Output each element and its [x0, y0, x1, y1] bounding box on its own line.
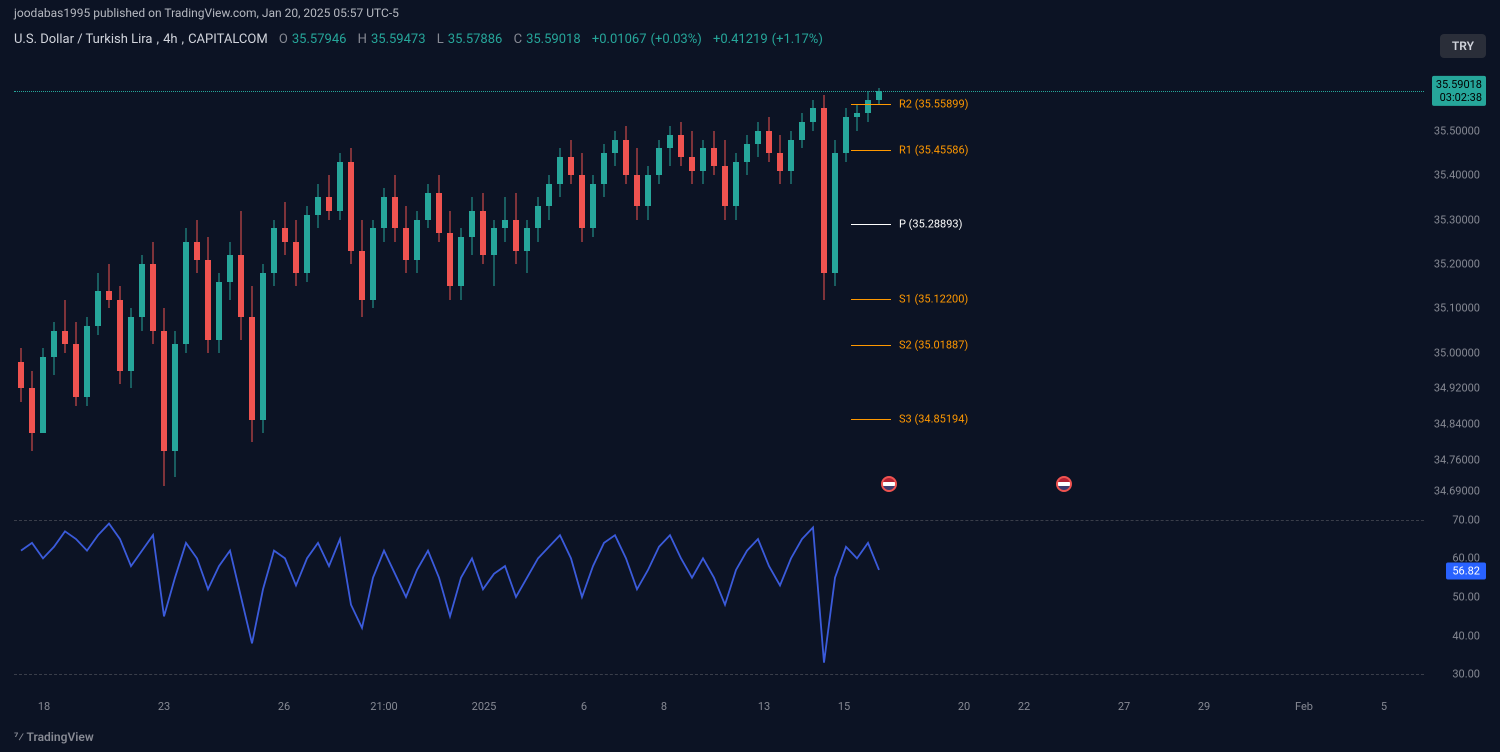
y-tick: 35.30000: [1434, 213, 1480, 226]
pub-site: TradingView.com: [164, 6, 256, 20]
rsi-tick: 40.00: [1452, 629, 1480, 642]
ohlc-chg: +0.01067: [592, 32, 647, 47]
x-tick: 15: [838, 700, 850, 713]
publisher: joodabas1995: [14, 6, 90, 20]
rsi-yaxis[interactable]: 70.0060.0050.0040.0030.0056.82: [1424, 512, 1486, 682]
event-flag-icon[interactable]: [881, 476, 897, 492]
rsi-tick: 50.00: [1452, 591, 1480, 604]
ohlc-l: 35.57886: [448, 32, 503, 47]
brand-footer: ⁷⁄ TradingView: [14, 730, 94, 744]
chart-area[interactable]: R2 (35.55899) R1 (35.45586) P (35.28893) S1…: [14, 64, 1486, 692]
y-tick: 35.50000: [1434, 124, 1480, 137]
pivot-line: [851, 104, 891, 105]
symbol-row: U.S. Dollar / Turkish Lira , 4h , CAPITA…: [0, 26, 1500, 53]
ohlc-chgpct: (+0.03%): [651, 32, 702, 47]
pivot-line: [851, 345, 891, 346]
ohlc-c: 35.59018: [526, 32, 581, 47]
pivot-label: P (35.28893): [899, 218, 962, 231]
pivot-line: [851, 299, 891, 300]
rsi-line: [14, 512, 1424, 682]
ohlc-o: 35.57946: [292, 32, 347, 47]
price-label: 35.5901803:02:38: [1432, 75, 1486, 105]
pivot-line: [851, 150, 891, 151]
countdown: 03:02:38: [1436, 91, 1482, 104]
y-tick: 34.92000: [1434, 382, 1480, 395]
rsi-tick: 30.00: [1452, 668, 1480, 681]
pub-on: published on: [93, 6, 164, 20]
x-tick: 13: [758, 700, 770, 713]
ohlc-chg2: +0.41219: [713, 32, 768, 47]
rsi-tick: 70.00: [1452, 513, 1480, 526]
time-axis[interactable]: 18 23 26 21:00 2025 6 8 13 15 20 22 27 29 Feb 5: [14, 700, 1424, 720]
x-tick: 22: [1018, 700, 1030, 713]
pivot-label: R1 (35.45586): [899, 144, 968, 157]
currency-button[interactable]: TRY: [1440, 34, 1486, 58]
price-yaxis[interactable]: 35.50000 35.40000 35.30000 35.20000 35.10000…: [1424, 64, 1486, 504]
x-tick: 8: [661, 700, 667, 713]
x-tick: 5: [1381, 700, 1387, 713]
symbol-tf: 4h: [163, 32, 177, 47]
x-tick: 29: [1198, 700, 1210, 713]
pivot-label: S1 (35.12200): [899, 292, 968, 305]
symbol-pair: U.S. Dollar / Turkish Lira: [14, 32, 153, 47]
price-chart[interactable]: R2 (35.55899) R1 (35.45586) P (35.28893) S1…: [14, 64, 1424, 504]
last-price: 35.59018: [1436, 77, 1482, 90]
x-tick: 21:00: [370, 700, 397, 713]
y-tick: 34.84000: [1434, 418, 1480, 431]
y-tick: 35.40000: [1434, 169, 1480, 182]
y-tick: 35.00000: [1434, 346, 1480, 359]
symbol-src: CAPITALCOM: [188, 32, 268, 47]
x-tick: 23: [158, 700, 170, 713]
event-flag-icon[interactable]: [1056, 476, 1072, 492]
x-tick: 27: [1118, 700, 1130, 713]
pivot-line: [851, 224, 891, 225]
tv-logo-icon: ⁷⁄: [14, 730, 27, 744]
y-tick: 35.20000: [1434, 258, 1480, 271]
rsi-chart[interactable]: [14, 512, 1424, 682]
ohlc-chg2pct: (+1.17%): [772, 32, 823, 47]
y-tick: 35.10000: [1434, 302, 1480, 315]
pub-date: Jan 20, 2025 05:57 UTC-5: [262, 6, 399, 20]
pivot-line: [851, 419, 891, 420]
x-tick: 18: [38, 700, 50, 713]
pivot-label: S3 (34.85194): [899, 412, 968, 425]
ohlc-h: 35.59473: [371, 32, 426, 47]
pivot-label: R2 (35.55899): [899, 98, 968, 111]
x-tick: Feb: [1295, 700, 1313, 713]
rsi-value: 56.82: [1446, 562, 1486, 579]
x-tick: 26: [278, 700, 290, 713]
y-tick: 34.76000: [1434, 453, 1480, 466]
x-tick: 6: [581, 700, 587, 713]
x-tick: 2025: [472, 700, 497, 713]
y-tick: 34.69000: [1434, 484, 1480, 497]
publish-header: joodabas1995 published on TradingView.co…: [0, 0, 1500, 26]
x-tick: 20: [958, 700, 970, 713]
pivot-label: S2 (35.01887): [899, 338, 968, 351]
